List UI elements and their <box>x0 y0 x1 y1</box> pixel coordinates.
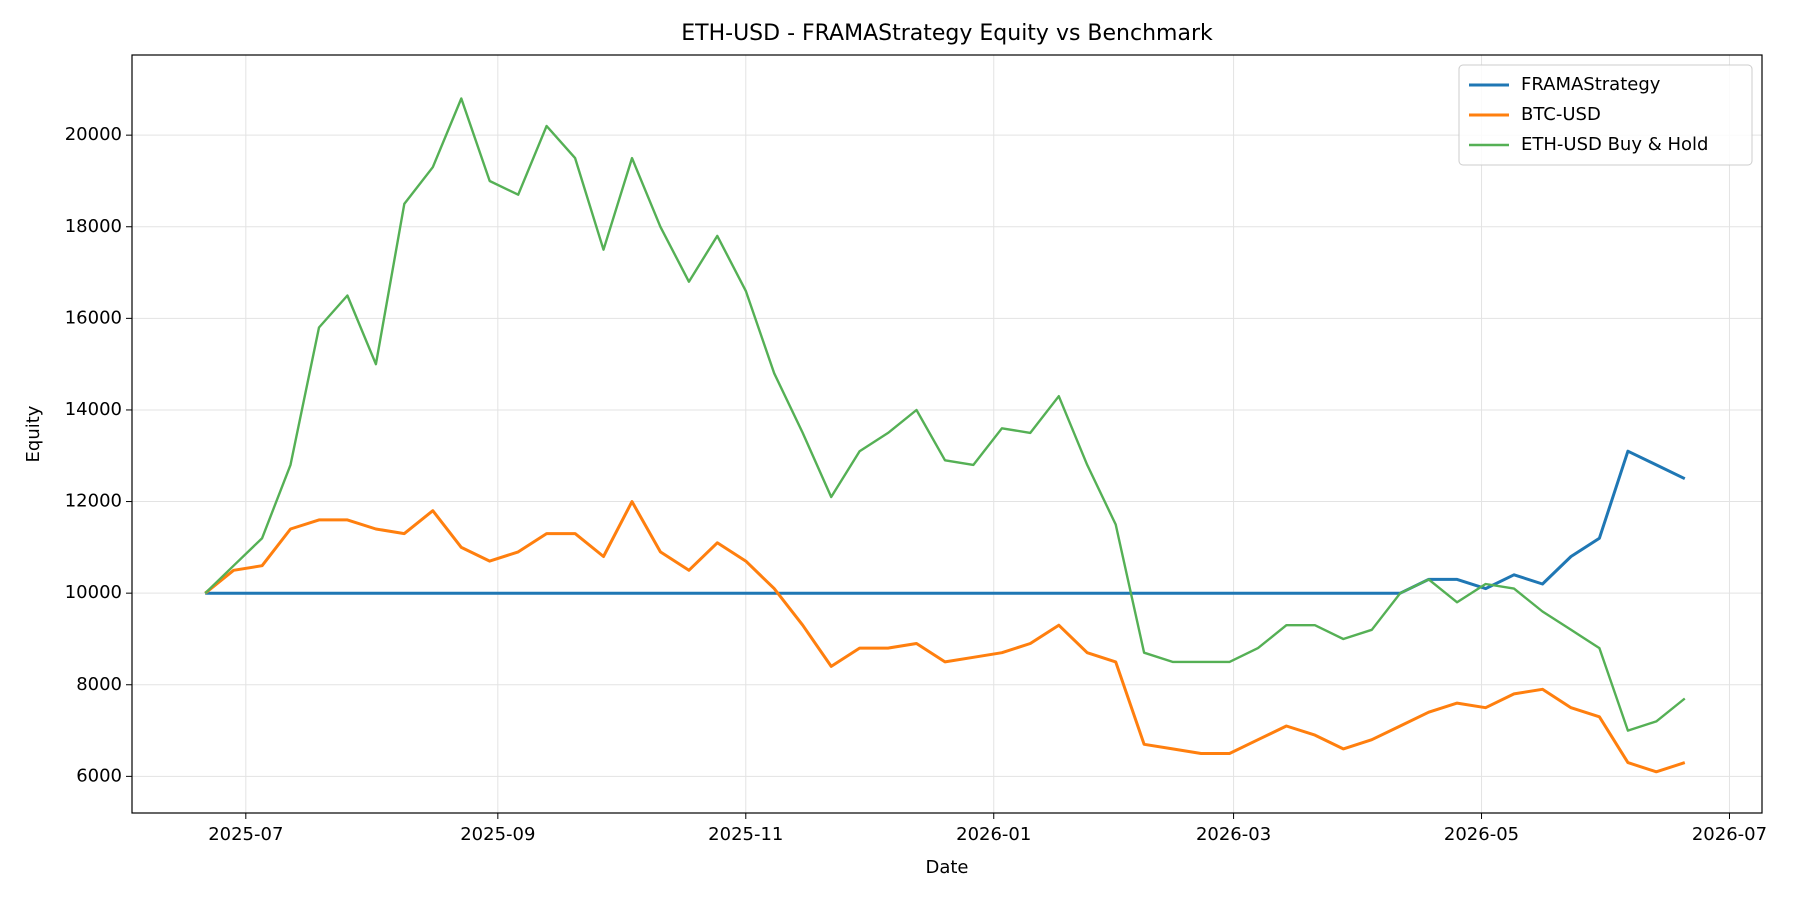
y-axis-label: Equity <box>23 405 44 462</box>
legend-box <box>1458 64 1753 166</box>
chart-title: ETH-USD - FRAMAStrategy Equity vs Benchm… <box>681 21 1213 46</box>
y-tick-label: 20000 <box>65 124 122 145</box>
x-tick-label: 2025-07 <box>208 824 283 845</box>
plot-frame <box>131 54 1763 814</box>
x-axis-label: Date <box>925 857 968 878</box>
series-line <box>204 97 1686 732</box>
series-line <box>204 500 1686 774</box>
y-tick-label: 14000 <box>65 399 122 420</box>
x-tick-label: 2025-09 <box>460 824 535 845</box>
legend: FRAMAStrategy BTC-USD ETH-USD Buy & Hold <box>1458 64 1753 166</box>
y-tick-label: 18000 <box>65 216 122 237</box>
y-tick-label: 10000 <box>65 582 122 603</box>
series-line <box>205 449 1686 595</box>
legend-label: ETH-USD Buy & Hold <box>1521 134 1708 155</box>
y-tick-label: 16000 <box>65 307 122 328</box>
x-tick-label: 2026-05 <box>1444 824 1519 845</box>
y-tick-label: 12000 <box>65 491 122 512</box>
legend-label: FRAMAStrategy <box>1521 74 1661 95</box>
x-tick-label: 2025-11 <box>708 824 783 845</box>
legend-label: BTC-USD <box>1521 104 1601 125</box>
y-tick-label: 8000 <box>76 674 122 695</box>
y-tick-label: 6000 <box>76 765 122 786</box>
x-tick-label: 2026-01 <box>956 824 1031 845</box>
x-tick-label: 2026-03 <box>1196 824 1271 845</box>
x-tick-label: 2026-07 <box>1692 824 1767 845</box>
